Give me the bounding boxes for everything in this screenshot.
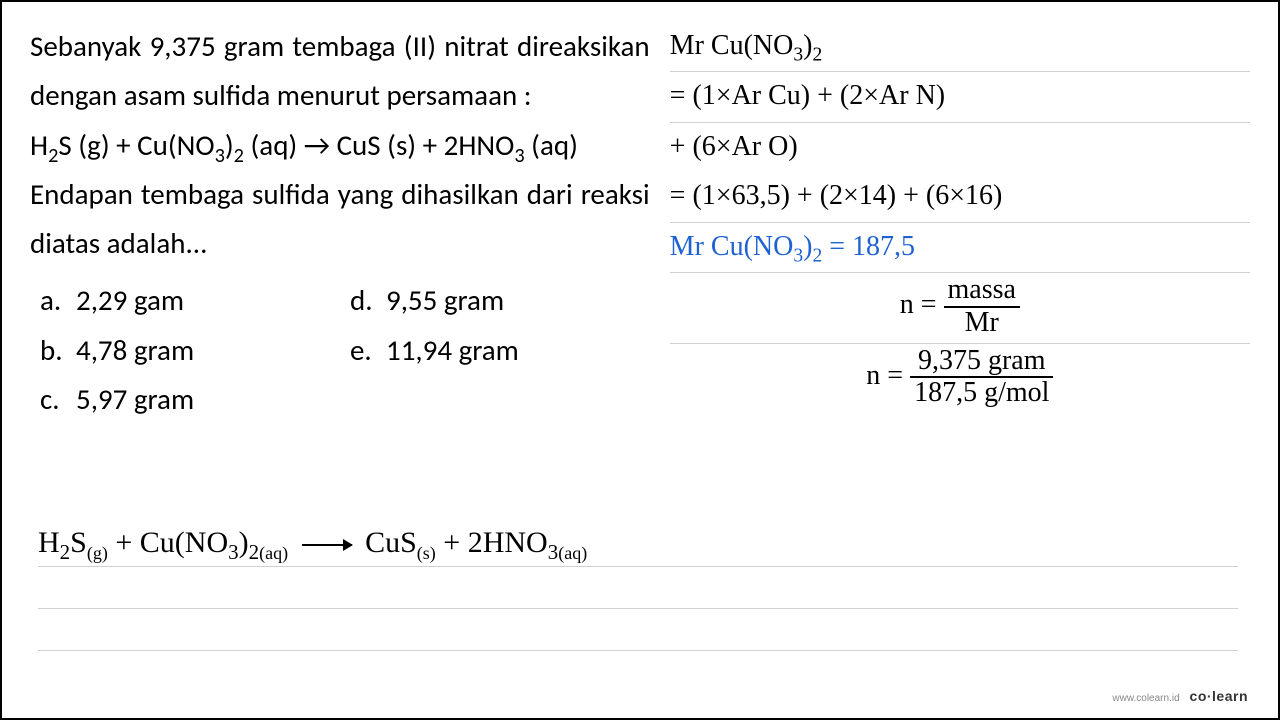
- option-c-text: 5,97 gram: [76, 375, 194, 424]
- problem-question: Endapan tembaga sulfida yang dihasilkan …: [30, 170, 650, 269]
- blank-line-2: [38, 609, 1238, 651]
- work-line-3: + (6×Ar O): [670, 123, 1250, 172]
- work-line-5: Mr Cu(NO3)2 = 187,5: [670, 223, 1250, 273]
- work-6-prefix: n =: [900, 289, 944, 320]
- main-content: Sebanyak 9,375 gram tembaga (II) nitrat …: [2, 2, 1278, 434]
- option-a: a.2,29 gam: [30, 276, 340, 325]
- option-e-text: 11,94 gram: [386, 326, 519, 375]
- fraction-value: 9,375 gram187,5 g/mol: [910, 346, 1053, 410]
- blank-line-1: [38, 567, 1238, 609]
- arrow-icon: [302, 544, 352, 546]
- work-line-7: n = 9,375 gram187,5 g/mol: [670, 344, 1250, 414]
- bottom-eq-lhs: H2S(g) + Cu(NO3)2(aq): [38, 526, 288, 559]
- work-7-prefix: n =: [866, 360, 910, 391]
- frac-den-2: 187,5 g/mol: [910, 376, 1053, 409]
- work-line-4: = (1×63,5) + (2×14) + (6×16): [670, 172, 1250, 222]
- footer-brand: co·learn: [1190, 688, 1248, 704]
- option-e: e.11,94 gram: [340, 326, 640, 375]
- bottom-equation-block: H2S(g) + Cu(NO3)2(aq) CuS(s) + 2HNO3(aq): [38, 522, 1238, 651]
- working-column: Mr Cu(NO3)2 = (1×Ar Cu) + (2×Ar N) + (6×…: [660, 22, 1250, 424]
- problem-column: Sebanyak 9,375 gram tembaga (II) nitrat …: [30, 22, 660, 424]
- option-d-text: 9,55 gram: [386, 276, 504, 325]
- option-d: d.9,55 gram: [340, 276, 640, 325]
- fraction-massa-mr: massaMr: [944, 275, 1020, 339]
- options-block: a.2,29 gam b.4,78 gram c.5,97 gram d.9,5…: [30, 276, 650, 424]
- bottom-equation: H2S(g) + Cu(NO3)2(aq) CuS(s) + 2HNO3(aq): [38, 522, 1238, 567]
- option-b-text: 4,78 gram: [76, 326, 194, 375]
- frac-den: Mr: [944, 306, 1020, 339]
- options-col-2: d.9,55 gram e.11,94 gram: [340, 276, 640, 424]
- problem-equation: H2S (g) + Cu(NO3)2 (aq) → CuS (s) + 2HNO…: [30, 121, 650, 170]
- option-a-text: 2,29 gam: [76, 276, 184, 325]
- bottom-eq-rhs: CuS(s) + 2HNO3(aq): [365, 526, 587, 559]
- work-line-2: = (1×Ar Cu) + (2×Ar N): [670, 72, 1250, 122]
- options-col-1: a.2,29 gam b.4,78 gram c.5,97 gram: [30, 276, 340, 424]
- work-line-1: Mr Cu(NO3)2: [670, 22, 1250, 72]
- option-b: b.4,78 gram: [30, 326, 340, 375]
- option-c: c.5,97 gram: [30, 375, 340, 424]
- footer-url: www.colearn.id: [1112, 693, 1179, 704]
- frac-num: massa: [944, 275, 1020, 306]
- problem-intro: Sebanyak 9,375 gram tembaga (II) nitrat …: [30, 22, 650, 121]
- work-line-6: n = massaMr: [670, 273, 1250, 344]
- footer: www.colearn.id co·learn: [1112, 688, 1248, 704]
- frac-num-2: 9,375 gram: [910, 346, 1053, 377]
